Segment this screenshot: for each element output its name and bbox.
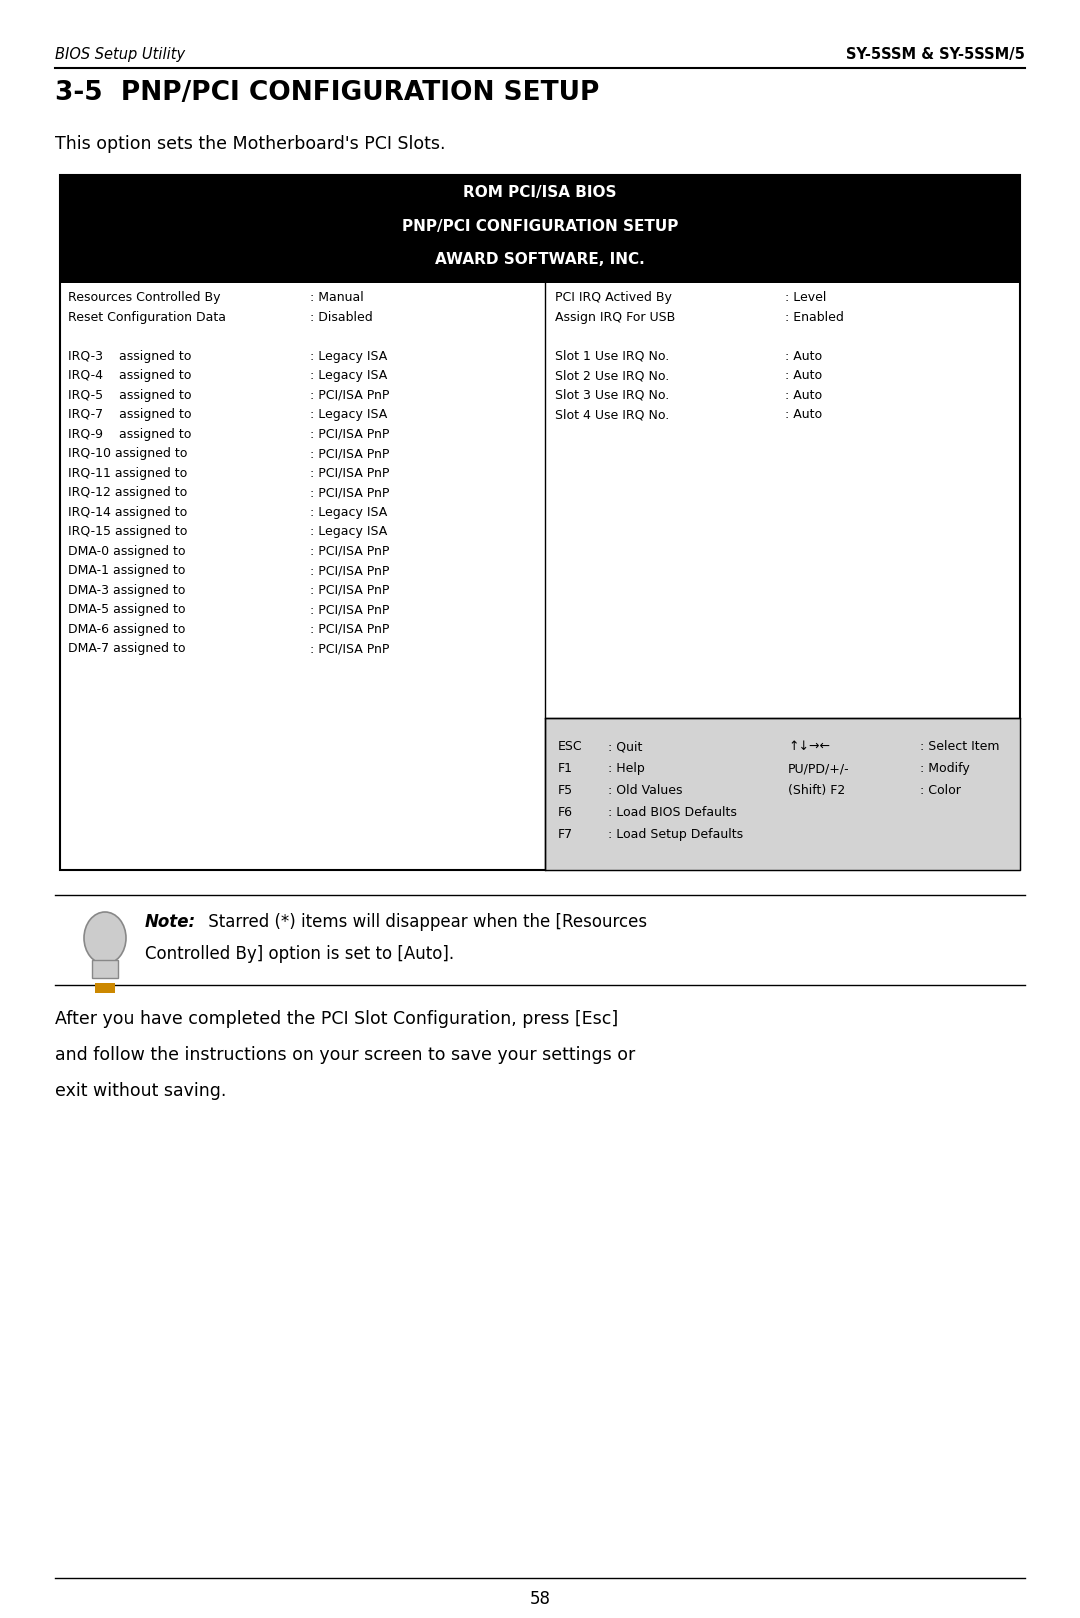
Text: This option sets the Motherboard's PCI Slots.: This option sets the Motherboard's PCI S… (55, 134, 446, 154)
Text: : PCI/ISA PnP: : PCI/ISA PnP (310, 584, 390, 597)
Text: : Auto: : Auto (785, 388, 822, 401)
Text: : PCI/ISA PnP: : PCI/ISA PnP (310, 447, 390, 460)
Text: ESC: ESC (558, 739, 582, 752)
Text: Slot 2 Use IRQ No.: Slot 2 Use IRQ No. (555, 369, 670, 382)
Text: : Auto: : Auto (785, 369, 822, 382)
Text: : Color: : Color (920, 785, 961, 798)
Text: 58: 58 (529, 1590, 551, 1608)
Text: AWARD SOFTWARE, INC.: AWARD SOFTWARE, INC. (435, 252, 645, 267)
Bar (60, 175, 1020, 870)
Text: IRQ-7    assigned to: IRQ-7 assigned to (68, 408, 191, 421)
Text: IRQ-5    assigned to: IRQ-5 assigned to (68, 388, 191, 401)
Text: : Help: : Help (608, 762, 645, 775)
Text: : PCI/ISA PnP: : PCI/ISA PnP (310, 545, 390, 558)
Text: and follow the instructions on your screen to save your settings or: and follow the instructions on your scre… (55, 1045, 635, 1065)
Text: : Modify: : Modify (920, 762, 970, 775)
Text: DMA-0 assigned to: DMA-0 assigned to (68, 545, 186, 558)
Text: IRQ-15 assigned to: IRQ-15 assigned to (68, 524, 187, 539)
Text: : PCI/ISA PnP: : PCI/ISA PnP (310, 388, 390, 401)
Text: : Auto: : Auto (785, 349, 822, 362)
Text: : Enabled: : Enabled (785, 311, 843, 324)
Text: exit without saving.: exit without saving. (55, 1082, 227, 1100)
Text: : Level: : Level (785, 291, 826, 304)
Bar (92, 959, 118, 977)
Text: : Legacy ISA: : Legacy ISA (310, 369, 388, 382)
Text: : PCI/ISA PnP: : PCI/ISA PnP (310, 565, 390, 578)
Text: IRQ-12 assigned to: IRQ-12 assigned to (68, 485, 187, 498)
Text: : PCI/ISA PnP: : PCI/ISA PnP (310, 623, 390, 636)
Bar (95, 984, 114, 993)
Text: ↑↓→←: ↑↓→← (788, 739, 831, 752)
Bar (60, 175, 1020, 283)
Text: PNP/PCI CONFIGURATION SETUP: PNP/PCI CONFIGURATION SETUP (402, 218, 678, 235)
Text: : PCI/ISA PnP: : PCI/ISA PnP (310, 427, 390, 440)
Text: Note:: Note: (145, 913, 197, 930)
Text: : Legacy ISA: : Legacy ISA (310, 408, 388, 421)
Text: DMA-6 assigned to: DMA-6 assigned to (68, 623, 186, 636)
Text: F1: F1 (558, 762, 573, 775)
Text: : Old Values: : Old Values (608, 785, 683, 798)
Text: IRQ-9    assigned to: IRQ-9 assigned to (68, 427, 191, 440)
Text: Resources Controlled By: Resources Controlled By (68, 291, 220, 304)
Text: Slot 3 Use IRQ No.: Slot 3 Use IRQ No. (555, 388, 670, 401)
Text: PU/PD/+/-: PU/PD/+/- (788, 762, 850, 775)
Text: ROM PCI/ISA BIOS: ROM PCI/ISA BIOS (463, 184, 617, 201)
Text: : Load BIOS Defaults: : Load BIOS Defaults (608, 806, 737, 819)
Text: : Legacy ISA: : Legacy ISA (310, 349, 388, 362)
Text: IRQ-14 assigned to: IRQ-14 assigned to (68, 505, 187, 518)
Text: : PCI/ISA PnP: : PCI/ISA PnP (310, 604, 390, 616)
Text: PCI IRQ Actived By: PCI IRQ Actived By (555, 291, 672, 304)
Text: IRQ-10 assigned to: IRQ-10 assigned to (68, 447, 187, 460)
Text: Slot 4 Use IRQ No.: Slot 4 Use IRQ No. (555, 408, 670, 421)
Text: : Auto: : Auto (785, 408, 822, 421)
Text: : Disabled: : Disabled (310, 311, 373, 324)
Text: IRQ-11 assigned to: IRQ-11 assigned to (68, 466, 187, 479)
Bar (545, 718, 1020, 870)
Text: DMA-1 assigned to: DMA-1 assigned to (68, 565, 186, 578)
Text: DMA-7 assigned to: DMA-7 assigned to (68, 642, 186, 655)
Text: BIOS Setup Utility: BIOS Setup Utility (55, 47, 185, 61)
Text: : PCI/ISA PnP: : PCI/ISA PnP (310, 466, 390, 479)
Text: : Quit: : Quit (608, 739, 643, 752)
Text: : Select Item: : Select Item (920, 739, 999, 752)
Text: IRQ-4    assigned to: IRQ-4 assigned to (68, 369, 191, 382)
Text: IRQ-3    assigned to: IRQ-3 assigned to (68, 349, 191, 362)
Text: Starred (*) items will disappear when the [Resources: Starred (*) items will disappear when th… (203, 913, 647, 930)
Text: : Legacy ISA: : Legacy ISA (310, 524, 388, 539)
Text: F5: F5 (558, 785, 573, 798)
Text: Reset Configuration Data: Reset Configuration Data (68, 311, 226, 324)
Text: Assign IRQ For USB: Assign IRQ For USB (555, 311, 675, 324)
Text: Controlled By] option is set to [Auto].: Controlled By] option is set to [Auto]. (145, 945, 454, 963)
Text: (Shift) F2: (Shift) F2 (788, 785, 846, 798)
Text: After you have completed the PCI Slot Configuration, press [Esc]: After you have completed the PCI Slot Co… (55, 1010, 618, 1027)
Text: F7: F7 (558, 828, 573, 841)
Text: F6: F6 (558, 806, 573, 819)
Text: : Legacy ISA: : Legacy ISA (310, 505, 388, 518)
Text: : Load Setup Defaults: : Load Setup Defaults (608, 828, 743, 841)
Text: SY-5SSM & SY-5SSM/5: SY-5SSM & SY-5SSM/5 (846, 47, 1025, 61)
Text: DMA-5 assigned to: DMA-5 assigned to (68, 604, 186, 616)
Text: : Manual: : Manual (310, 291, 364, 304)
Ellipse shape (84, 913, 126, 964)
Text: : PCI/ISA PnP: : PCI/ISA PnP (310, 485, 390, 498)
Text: Slot 1 Use IRQ No.: Slot 1 Use IRQ No. (555, 349, 670, 362)
Text: DMA-3 assigned to: DMA-3 assigned to (68, 584, 186, 597)
Text: 3-5  PNP/PCI CONFIGURATION SETUP: 3-5 PNP/PCI CONFIGURATION SETUP (55, 79, 599, 107)
Text: : PCI/ISA PnP: : PCI/ISA PnP (310, 642, 390, 655)
